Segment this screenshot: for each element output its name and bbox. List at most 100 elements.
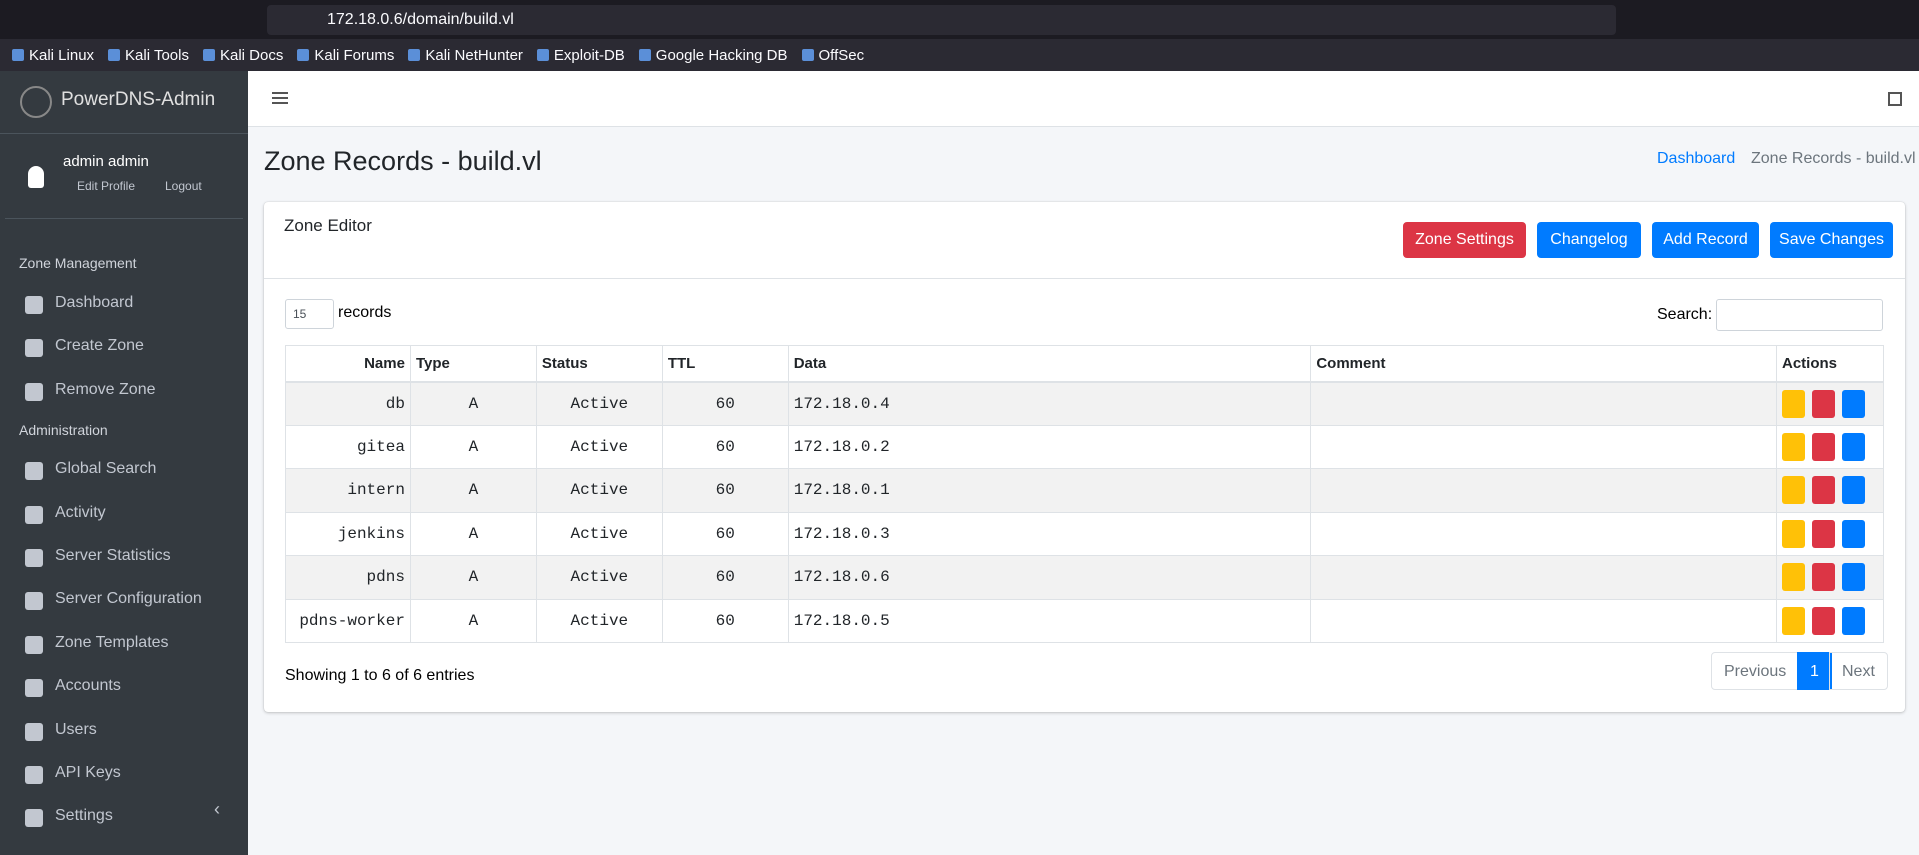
table-cell: Active (535, 468, 663, 513)
bookmark[interactable]: Kali Tools (108, 47, 189, 64)
column-header[interactable]: Status (535, 345, 663, 383)
table-cell: 172.18.0.6 (787, 555, 1312, 600)
nav-link[interactable]: API Keys (55, 764, 121, 781)
action-button[interactable] (1811, 563, 1835, 592)
table-cell: pdns (285, 555, 411, 600)
top-navbar (248, 71, 1919, 127)
table-cell: 60 (661, 555, 789, 600)
action-button[interactable] (1811, 519, 1835, 548)
actions-cell (1775, 511, 1885, 556)
save-changes-button[interactable]: Save Changes (1770, 222, 1893, 258)
action-button[interactable] (1781, 519, 1805, 548)
table-cell: 172.18.0.4 (787, 381, 1312, 426)
action-button[interactable] (1781, 606, 1805, 635)
table-cell: A (409, 468, 537, 513)
pagination-page[interactable]: 1 (1797, 652, 1832, 690)
table-cell: 60 (661, 424, 789, 469)
menu-toggle[interactable] (272, 92, 288, 94)
column-header[interactable]: Data (787, 345, 1312, 383)
nav-icon (25, 592, 43, 610)
action-button[interactable] (1781, 563, 1805, 592)
table-cell: A (409, 381, 537, 426)
nav-icon (25, 383, 43, 401)
action-button[interactable] (1841, 476, 1865, 505)
edit-profile[interactable]: Edit Profile (77, 179, 136, 193)
nav-link[interactable]: Zone Templates (55, 634, 169, 651)
action-button[interactable] (1811, 432, 1835, 461)
user-avatar (28, 166, 44, 188)
nav-link[interactable]: Create Zone (55, 337, 144, 354)
table-cell: A (409, 424, 537, 469)
column-header[interactable]: TTL (661, 345, 789, 383)
nav-icon (25, 506, 43, 524)
brand[interactable]: PowerDNS-Admin (61, 89, 216, 110)
action-button[interactable] (1841, 389, 1865, 418)
brand-logo (20, 86, 52, 118)
nav-section: Administration (19, 422, 108, 438)
column-header[interactable]: Actions (1775, 345, 1885, 383)
user-name: admin admin (63, 153, 149, 170)
comment-cell (1310, 511, 1777, 556)
table-cell: Active (535, 424, 663, 469)
table-cell: gitea (285, 424, 411, 469)
action-button[interactable] (1841, 519, 1865, 548)
bookmark[interactable]: Exploit-DB (537, 47, 625, 64)
action-button[interactable] (1781, 432, 1805, 461)
nav-link[interactable]: Dashboard (55, 294, 134, 311)
nav-icon (25, 723, 43, 741)
pagination-previous[interactable]: Previous (1711, 652, 1800, 690)
nav-link[interactable]: Server Configuration (55, 590, 202, 607)
nav-link[interactable]: Remove Zone (55, 381, 156, 398)
logout[interactable]: Logout (165, 179, 202, 193)
nav-link[interactable]: Activity (55, 504, 106, 521)
nav-link[interactable]: Accounts (55, 677, 121, 694)
action-button[interactable] (1811, 389, 1835, 418)
table-row: jenkins A Active 60 172.18.0.3 (285, 511, 1885, 556)
breadcrumb-link[interactable]: Dashboard (1657, 150, 1736, 167)
comment-cell (1310, 381, 1777, 426)
table-cell: 172.18.0.5 (787, 598, 1312, 643)
action-button[interactable] (1781, 476, 1805, 505)
table-cell: jenkins (285, 511, 411, 556)
action-button[interactable] (1841, 563, 1865, 592)
table-cell: A (409, 598, 537, 643)
column-header[interactable]: Comment (1310, 345, 1777, 383)
changelog-button[interactable]: Changelog (1537, 222, 1641, 258)
bookmark[interactable]: Google Hacking DB (639, 47, 788, 64)
actions-cell (1775, 598, 1885, 643)
table-cell: pdns-worker (285, 598, 411, 643)
add-record-button[interactable]: Add Record (1652, 222, 1759, 258)
nav-link[interactable]: Global Search (55, 460, 157, 477)
zone-settings-button[interactable]: Zone Settings (1403, 222, 1526, 258)
collapse-toggle[interactable]: ‹ (214, 799, 220, 819)
action-button[interactable] (1811, 606, 1835, 635)
nav-icon (25, 809, 43, 827)
nav-icon (25, 636, 43, 654)
action-button[interactable] (1811, 476, 1835, 505)
bookmark[interactable]: Kali NetHunter (408, 47, 523, 64)
bookmark[interactable]: Kali Linux (12, 47, 94, 64)
column-header[interactable]: Name (285, 345, 411, 383)
column-header[interactable]: Type (409, 345, 537, 383)
action-button[interactable] (1841, 432, 1865, 461)
nav-link[interactable]: Server Statistics (55, 547, 171, 564)
url-bar[interactable]: 172.18.0.6/domain/build.vl (267, 5, 1616, 35)
search-input[interactable] (1716, 299, 1883, 331)
breadcrumb-active: Zone Records - build.vl (1751, 150, 1916, 167)
bookmark[interactable]: OffSec (802, 47, 865, 64)
fullscreen[interactable] (1888, 92, 1902, 106)
nav-link[interactable]: Settings (55, 807, 113, 824)
length-select[interactable]: 15 (285, 299, 334, 329)
table-cell: 172.18.0.1 (787, 468, 1312, 513)
bookmarks-bar: Kali Linux Kali Tools Kali Docs Kali Forums… (0, 39, 1919, 71)
table-cell: 60 (661, 468, 789, 513)
action-button[interactable] (1781, 389, 1805, 418)
bookmark[interactable]: Kali Docs (203, 47, 283, 64)
bookmark[interactable]: Kali Forums (297, 47, 394, 64)
table-cell: intern (285, 468, 411, 513)
table-row: intern A Active 60 172.18.0.1 (285, 468, 1885, 513)
nav-link[interactable]: Users (55, 721, 97, 738)
pagination-next[interactable]: Next (1829, 652, 1888, 690)
action-button[interactable] (1841, 606, 1865, 635)
table-cell: 60 (661, 598, 789, 643)
